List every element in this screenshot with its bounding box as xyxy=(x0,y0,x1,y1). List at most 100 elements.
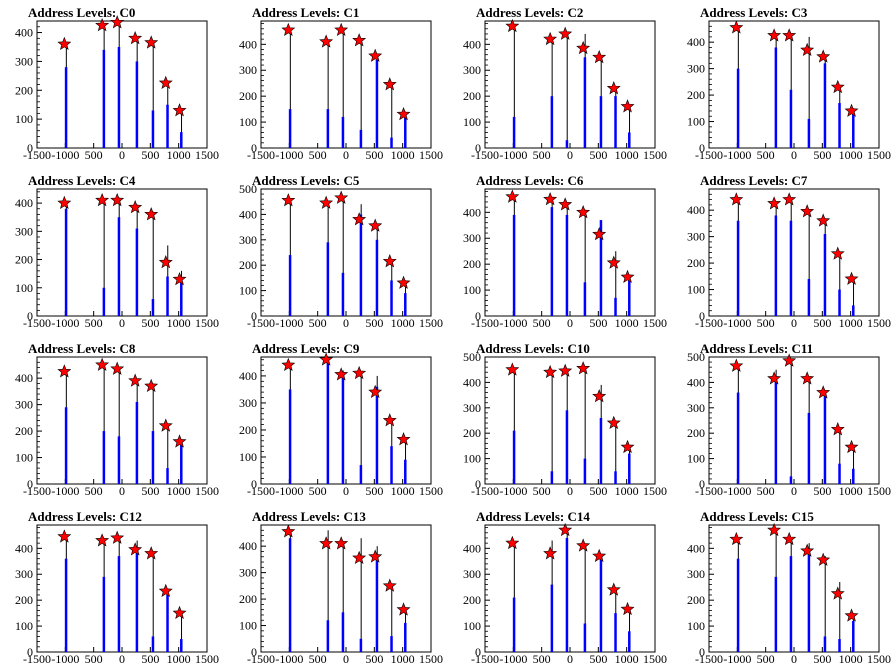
histogram-bar xyxy=(180,441,183,484)
peak-marker xyxy=(158,255,173,269)
histogram-bar xyxy=(102,431,106,484)
panel-title: Address Levels: C6 xyxy=(476,173,584,188)
y-tick-label: 200 xyxy=(239,423,257,437)
peak-marker xyxy=(128,30,143,45)
x-tick-label: 500 xyxy=(533,484,551,498)
x-tick-label: 1000 xyxy=(391,148,415,162)
histogram-bar xyxy=(102,576,106,652)
x-tick-label: 1000 xyxy=(167,316,191,330)
peak-marker xyxy=(558,522,573,537)
panel-title: Address Levels: C15 xyxy=(700,509,814,524)
y-tick-label: 200 xyxy=(687,256,705,270)
histogram-bar xyxy=(736,558,740,652)
x-tick-label: -1000 xyxy=(51,316,79,330)
histogram-bar xyxy=(375,239,379,316)
histogram-bar xyxy=(512,116,516,148)
y-tick-label: 200 xyxy=(239,89,257,103)
histogram-bar xyxy=(774,47,778,149)
histogram-bar xyxy=(628,132,631,148)
y-tick-label: 300 xyxy=(463,401,481,415)
histogram-bar xyxy=(628,453,631,484)
histogram-bar xyxy=(151,110,155,148)
peak-marker xyxy=(334,22,349,37)
histogram-bar xyxy=(359,214,363,316)
histogram-bar xyxy=(583,623,587,652)
x-tick-label: -1000 xyxy=(51,148,79,162)
histogram-bar xyxy=(550,584,554,652)
peak-marker xyxy=(110,192,125,207)
y-tick-label: 400 xyxy=(239,37,257,51)
histogram-bar xyxy=(736,68,740,148)
panel-title: Address Levels: C7 xyxy=(700,173,808,188)
x-tick-label: 500 xyxy=(85,316,103,330)
y-tick-label: 400 xyxy=(687,203,705,217)
x-tick-label: -1500 xyxy=(471,316,499,330)
y-tick-label: 100 xyxy=(15,451,33,465)
y-tick-label: 100 xyxy=(687,619,705,633)
y-tick-label: 300 xyxy=(687,230,705,244)
peak-marker xyxy=(144,207,159,221)
x-tick-label: 0 xyxy=(343,652,349,666)
y-tick-label: 0 xyxy=(27,141,33,155)
x-tick-label: 500 xyxy=(757,484,775,498)
x-tick-label: -1500 xyxy=(471,652,499,666)
peak-marker xyxy=(606,415,621,429)
histogram-bar xyxy=(628,279,631,316)
x-tick-label: 0 xyxy=(119,484,125,498)
x-tick-label: 500 xyxy=(309,316,327,330)
peak-marker xyxy=(95,533,110,547)
y-tick-label: 300 xyxy=(463,567,481,581)
peak-marker xyxy=(505,535,520,550)
histogram-bar xyxy=(341,612,345,652)
peak-marker xyxy=(543,31,558,46)
y-tick-label: 100 xyxy=(239,115,257,129)
x-tick-label: -1000 xyxy=(723,652,751,666)
histogram-bar xyxy=(565,214,569,316)
histogram-bar xyxy=(288,389,292,484)
peak-marker xyxy=(830,422,845,436)
y-tick-label: 300 xyxy=(15,398,33,412)
peak-marker xyxy=(382,254,397,268)
x-tick-label: -1500 xyxy=(695,652,723,666)
y-tick-label: 200 xyxy=(687,88,705,102)
peak-marker xyxy=(816,385,831,399)
histogram-bar xyxy=(341,272,345,316)
y-tick-label: 400 xyxy=(239,369,257,383)
histogram-bar xyxy=(135,401,139,484)
y-tick-label: 500 xyxy=(463,350,481,364)
histogram-panel: 0 100 200 300 400 -1500 -1000 500 0 500 1000 1500 Ad… xyxy=(448,0,672,168)
peak-marker xyxy=(505,189,520,203)
peak-marker xyxy=(352,212,367,226)
y-tick-label: 400 xyxy=(687,541,705,555)
y-tick-label: 200 xyxy=(15,83,33,97)
y-tick-label: 0 xyxy=(699,477,705,491)
histogram-plot: 0 100 200 300 400 -1500 -1000 500 0 500 1000 1500 xyxy=(687,188,891,330)
x-tick-label: 1000 xyxy=(839,484,863,498)
peak-marker xyxy=(576,361,591,375)
y-tick-label: 100 xyxy=(15,281,33,295)
y-tick-label: 200 xyxy=(463,426,481,440)
y-tick-label: 400 xyxy=(239,207,257,221)
histogram-panel: 0 100 200 300 400 500 -1500 -1000 500 0 500 1000 150… xyxy=(448,336,672,504)
y-tick-label: 100 xyxy=(239,284,257,298)
histogram-bar xyxy=(852,620,855,652)
y-tick-label: 400 xyxy=(463,37,481,51)
x-tick-label: 1000 xyxy=(167,652,191,666)
histogram-bar xyxy=(64,67,68,148)
x-tick-label: -1500 xyxy=(23,316,51,330)
y-tick-label: 400 xyxy=(463,375,481,389)
histogram-bar xyxy=(166,104,169,148)
histogram-bar xyxy=(390,446,393,484)
peak-marker xyxy=(57,364,72,378)
histogram-bar xyxy=(404,622,407,652)
y-tick-label: 400 xyxy=(15,541,33,555)
peak-marker xyxy=(729,192,744,206)
x-tick-label: 500 xyxy=(141,652,159,666)
histogram-bar xyxy=(583,57,587,148)
x-tick-label: 1000 xyxy=(615,484,639,498)
peak-marker xyxy=(396,432,411,446)
peak-marker xyxy=(110,530,125,544)
histogram-bar xyxy=(151,431,155,484)
peak-marker xyxy=(352,365,367,380)
histogram-plot: 0 100 200 300 400 -1500 -1000 500 0 500 1000 1500 xyxy=(239,352,443,498)
